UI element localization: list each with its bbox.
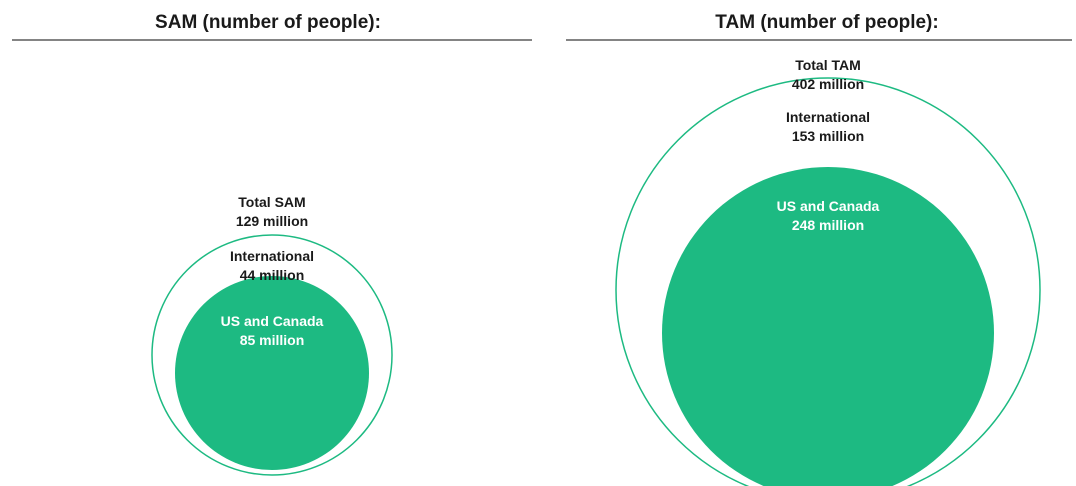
- tam-international-value: 153 million: [792, 128, 864, 144]
- sam-international-value: 44 million: [240, 267, 305, 283]
- tam-international-label: International: [786, 109, 870, 125]
- sam-international-label: International: [230, 248, 314, 264]
- sam-us-canada-circle: [175, 276, 369, 470]
- tam-total-value: 402 million: [792, 76, 864, 92]
- tam-total-label: Total TAM: [795, 57, 861, 73]
- tam-us-canada-value: 248 million: [792, 217, 864, 233]
- sam-us-canada-value: 85 million: [240, 332, 305, 348]
- sam-title: SAM (number of people):: [155, 12, 381, 33]
- sam-panel: SAM (number of people): Total SAM 129 mi…: [12, 12, 532, 476]
- sam-total-label: Total SAM: [238, 194, 305, 210]
- sam-total-value: 129 million: [236, 213, 308, 229]
- tam-title: TAM (number of people):: [715, 12, 938, 33]
- tam-us-canada-label: US and Canada: [777, 198, 880, 214]
- sam-us-canada-label: US and Canada: [221, 313, 324, 329]
- tam-us-canada-circle: [662, 167, 994, 486]
- tam-panel: TAM (number of people): Total TAM 402 mi…: [566, 12, 1072, 486]
